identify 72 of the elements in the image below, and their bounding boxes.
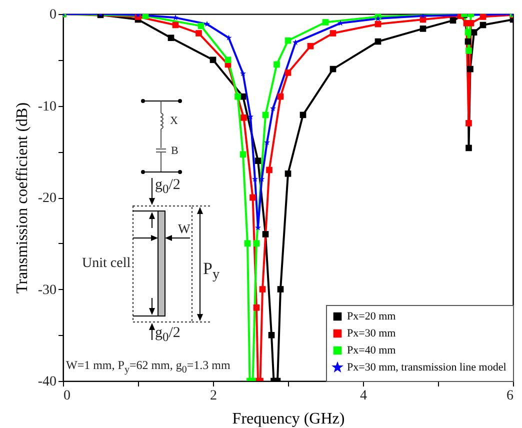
point (300, 112, 306, 118)
annotation: W=1 mm, P$_{y}$=62 mm, g$_{0}$=1.3 mm (66, 358, 230, 376)
y-axis-title: Transmission coefficient (dB) (14, 102, 31, 294)
point (480, 14, 486, 20)
point (259, 286, 266, 292)
point (464, 29, 472, 36)
annotation: B (171, 145, 178, 157)
point (196, 30, 202, 36)
point (330, 30, 336, 36)
annotation: P$_{y}$ (203, 259, 220, 282)
point (250, 194, 256, 201)
point (262, 231, 269, 238)
point (284, 70, 292, 76)
point (374, 20, 382, 28)
x-axis-title: Frequency (GHz) (232, 410, 345, 428)
point (322, 19, 329, 26)
point (470, 29, 478, 36)
point (330, 66, 336, 72)
point (468, 20, 474, 26)
point (240, 114, 247, 121)
legend-label: Px=30 mm, transmission line model (347, 362, 506, 374)
point (142, 14, 149, 19)
point (224, 56, 232, 64)
point (284, 37, 292, 44)
point (466, 48, 472, 54)
point (244, 240, 251, 247)
x-tick-label: 2 (210, 388, 217, 404)
annotation: g$_{0}$/2 (155, 325, 180, 344)
annotation: g$_{0}$/2 (155, 177, 180, 196)
y-tick-label: -10 (38, 99, 56, 114)
y-tick-label: 0 (50, 8, 56, 22)
point (270, 105, 276, 112)
point (374, 38, 382, 45)
point (266, 166, 272, 174)
point (168, 34, 174, 42)
legend-label: Px=30 mm (347, 328, 396, 340)
point (240, 70, 246, 76)
point (480, 22, 486, 28)
annotation: X (170, 115, 178, 127)
point (268, 332, 275, 338)
point (210, 56, 216, 64)
point (262, 112, 269, 118)
point (198, 22, 204, 30)
y-tick-label: -20 (38, 191, 56, 206)
point (466, 120, 472, 126)
annotation: W (178, 221, 190, 236)
point (464, 38, 472, 45)
point (254, 158, 262, 164)
point (307, 42, 314, 50)
x-tick-label: 6 (506, 388, 514, 404)
point (240, 151, 246, 158)
point (450, 17, 456, 24)
point (253, 240, 260, 247)
point (466, 144, 472, 152)
annotation: Unit cell (82, 256, 131, 271)
legend-label: Px=20 mm (347, 310, 396, 322)
point (467, 66, 474, 72)
point (284, 170, 292, 177)
point (204, 20, 210, 27)
point (234, 93, 241, 100)
point (277, 286, 284, 292)
point (274, 61, 280, 68)
x-tick-label: 4 (360, 388, 367, 404)
y-tick-label: -40 (38, 374, 56, 390)
point (172, 22, 179, 28)
point (253, 304, 260, 311)
legend-label: Px=40 mm (347, 344, 396, 356)
point (277, 93, 284, 100)
y-tick-label: -30 (38, 282, 56, 298)
point (420, 26, 426, 32)
point (226, 34, 232, 40)
x-tick-label: 0 (64, 388, 70, 404)
